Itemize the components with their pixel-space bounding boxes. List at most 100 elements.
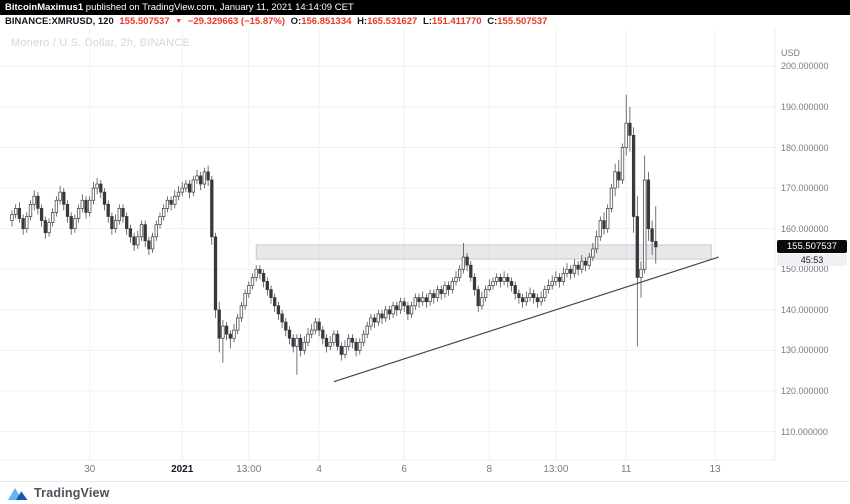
candle-body [583,260,588,266]
candle-body [191,179,195,193]
candle-body [258,268,262,274]
candle-body [102,191,107,205]
time-axis-label: 6 [401,464,407,475]
candle-body [569,268,573,274]
candle-body [147,240,151,250]
candle-body [106,203,110,217]
candle-body [95,183,99,189]
price-axis-label: 190.000000 [781,101,829,112]
candle-body [287,329,292,339]
resistance-zone[interactable] [255,244,712,260]
ascending-trendline[interactable] [333,256,719,383]
candle-body [32,195,36,205]
candle-body [506,277,510,282]
candle-body [10,214,14,221]
candle-body [350,337,355,343]
tradingview-brand[interactable]: TradingView [34,486,110,500]
candle-body [80,199,84,209]
low-label: L: [422,16,432,27]
candle-body [284,321,288,331]
candle-body [454,277,458,282]
price-axis-label: 200.000000 [781,61,829,72]
candle-body [117,208,121,221]
candle-body [165,199,170,209]
candle-body [609,187,614,209]
time-axis-label: 8 [486,464,493,475]
candle-body [110,216,114,230]
footer-bar: TradingView [0,481,850,504]
bar-countdown: 45:53 [777,254,847,266]
candle-body [125,216,129,230]
candle-body [395,305,399,311]
candle-body [361,333,366,343]
candle-body [113,220,118,230]
candle-body [513,285,517,294]
candle-body [369,317,373,327]
candle-body [650,228,654,242]
candle-body [65,203,70,217]
tradingview-logo-icon[interactable] [7,486,29,500]
open-value: 156.851334 [301,16,352,27]
price-change: −29.329663 (−15.87%) [187,16,286,27]
candle-body [173,195,177,205]
candle-body [643,179,647,270]
candle-body [517,293,521,299]
candle-body [28,203,33,217]
candle-body [550,281,554,286]
candle-body [236,317,240,331]
candle-body [591,248,595,258]
price-axis[interactable]: USD 200.000000 190.000000 180.000000 170.00… [775,0,850,480]
high-label: H: [357,16,368,27]
candle-body [406,305,410,315]
candle-body [221,325,225,339]
candle-body [239,305,244,319]
candle-body [613,171,617,189]
high-value: 165.531627 [367,16,418,27]
candle-body [21,218,25,230]
candle-body [424,297,429,303]
candle-body [654,241,658,248]
price-axis-label: 160.000000 [781,223,829,234]
candle-body [139,224,144,238]
low-value: 151.411770 [431,16,482,27]
price-axis-label: 110.000000 [781,426,828,437]
candle-body [458,268,462,278]
candle-body [624,122,628,148]
candle-body [402,301,406,307]
candle-body [450,281,454,290]
candle-body [580,260,584,270]
author-name[interactable]: BitcoinMaximus1 [5,2,84,13]
candle-body [491,281,495,286]
price-axis-label: 130.000000 [781,345,829,356]
candle-body [25,216,29,230]
candle-body [617,171,621,181]
candle-body [635,216,639,278]
candle-body [99,183,103,193]
time-axis-label: 13:00 [236,464,262,475]
candle-body [128,228,133,238]
candle-body [335,333,340,347]
candle-body [398,301,403,311]
symbol-title[interactable]: BINANCE:XMRUSD, 120 [5,16,114,27]
candle-body [421,297,425,303]
candle-body [446,285,451,290]
candle-body [495,277,499,282]
candle-body [14,208,18,215]
time-axis[interactable]: 30 2021 13:00 4 6 8 13:00 11 13 [0,460,775,480]
candle-body [561,272,565,282]
candle-body [132,236,136,246]
candle-body [365,325,369,335]
candle-body [247,285,251,294]
candle-body [598,220,602,238]
candle-body [76,208,81,219]
candles [10,94,658,375]
candle-body [543,289,547,299]
candle-body [347,337,351,347]
candle-body [302,341,306,351]
candle-body [199,175,203,185]
open-label: O: [290,16,302,27]
candle-body [317,321,321,331]
candle-body [73,218,77,230]
candle-body [187,183,192,193]
